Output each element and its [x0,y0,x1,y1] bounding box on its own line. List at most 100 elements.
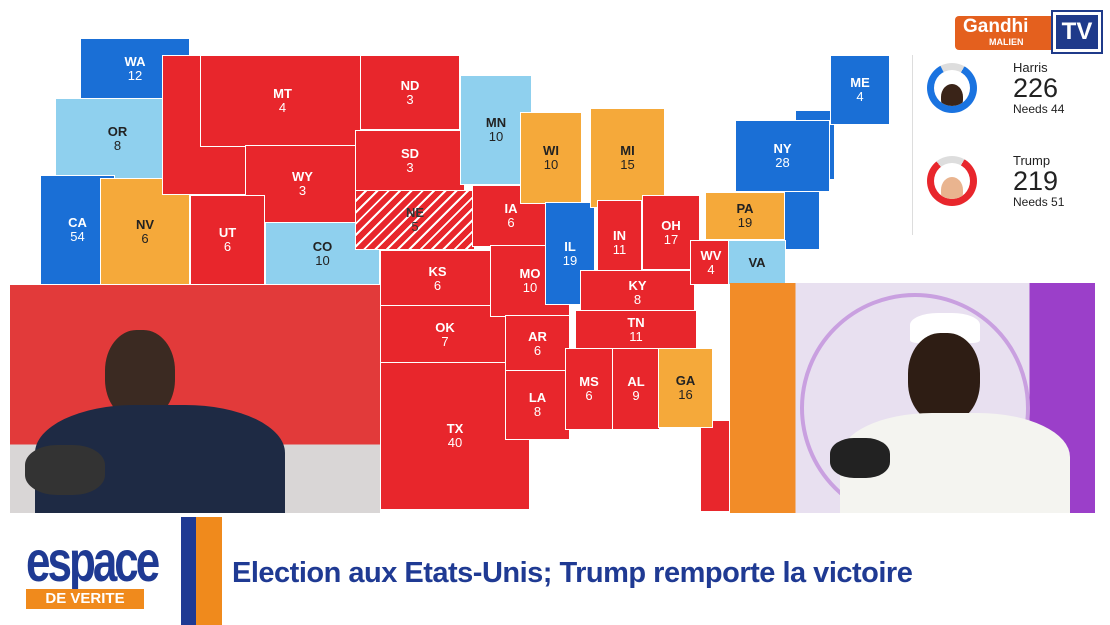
headline: Election aux Etats-Unis; Trump remporte … [232,557,913,589]
guest-head [908,333,980,423]
state-ky[interactable]: KY 8 [580,270,695,315]
state-abbr: ME [850,75,870,90]
progress-ring [927,63,977,113]
accent-bar-blue [181,517,196,625]
candidate-harris: Harris 226 Needs 44 [927,60,1064,116]
state-abbr: AL [627,374,645,389]
guest-video-left [10,285,380,513]
channel-logo: Gandhi MALIEN TV [955,10,1105,54]
state-ar[interactable]: AR 6 [505,315,570,373]
state-abbr: WY [292,169,313,184]
state-abbr: CO [312,238,333,254]
state-votes: 7 [441,334,449,349]
state-votes: 10 [522,280,538,295]
state-ne[interactable]: NE 5 [355,190,475,250]
state-votes: 8 [633,291,642,307]
state-abbr: PA [736,201,754,216]
state-votes: 6 [585,388,593,403]
logo-text: Gandhi [963,16,1029,37]
candidate-trump: Trump 219 Needs 51 [927,153,1064,209]
state-abbr: IA [504,201,518,216]
state-ok[interactable]: OK 7 [380,305,510,365]
electoral-scoreboard: Harris 226 Needs 44 Trump 219 Needs 51 [912,55,1102,235]
state-mo[interactable]: MO 10 [490,245,570,317]
accent-bar-orange [196,517,222,625]
state-abbr: AR [528,329,547,344]
state-il[interactable]: IL 19 [545,202,595,305]
electoral-votes: 226 [1013,73,1059,103]
state-votes: 28 [775,155,790,170]
state-va[interactable]: VA [728,240,786,285]
votes-needed: Needs 44 [1013,102,1065,116]
state-votes: 12 [127,68,143,83]
state-abbr: MT [273,86,292,101]
state-votes: 10 [543,157,559,172]
state-votes: 4 [707,261,715,277]
tv-icon: TV [1051,10,1103,54]
state-al[interactable]: AL 9 [612,348,660,430]
state-abbr: MN [485,115,507,130]
progress-ring [927,156,977,206]
state-abbr: WV [700,247,722,263]
state-region [780,190,820,250]
guest-video-right [730,283,1095,513]
state-abbr: NY [773,141,792,156]
state-abbr: WI [543,143,559,158]
state-votes: 3 [298,183,307,198]
show-logo-main: espace [26,530,160,595]
state-abbr: MS [579,374,599,389]
state-votes: 11 [612,241,627,257]
state-votes: 40 [447,435,463,450]
state-sd[interactable]: SD 3 [355,130,465,192]
state-votes: 6 [507,215,515,230]
state-ks[interactable]: KS 6 [380,250,495,308]
state-mi[interactable]: MI 15 [590,108,665,208]
us-election-map: WA12OR8CA54NV6ID4MT4WY3UT6CO10ND3SD3NE5K… [40,38,890,512]
state-abbr: SD [400,146,420,161]
candidate-name: Harris [1013,60,1048,75]
state-tn[interactable]: TN 11 [575,310,697,350]
state-votes: 9 [632,388,640,403]
state-abbr: GA [675,373,696,388]
state-la[interactable]: LA 8 [505,370,570,440]
state-votes: 4 [856,89,864,104]
microphone-icon [25,445,105,495]
state-abbr: MI [620,143,635,158]
state-nd[interactable]: ND 3 [360,55,460,130]
state-abbr: TX [446,421,464,436]
state-nv[interactable]: NV 6 [100,178,190,285]
show-logo-sub: DE VERITE [26,589,144,609]
state-votes: 3 [406,91,414,107]
state-pa[interactable]: PA 19 [705,192,785,240]
microphone-icon [830,438,890,478]
state-wv[interactable]: WV 4 [690,240,732,285]
state-wi[interactable]: WI 10 [520,112,582,204]
state-mt[interactable]: MT 4 [200,55,365,147]
state-votes: 3 [406,160,414,175]
votes-needed: Needs 51 [1013,195,1065,209]
electoral-votes: 219 [1013,166,1059,196]
state-ga[interactable]: GA 16 [658,348,713,428]
state-abbr: ND [400,77,420,93]
state-votes: 6 [533,343,542,358]
studio-ring [800,293,1030,513]
state-abbr: NV [135,216,155,232]
state-ms[interactable]: MS 6 [565,348,613,430]
state-votes: 6 [141,230,149,246]
state-abbr: NE [405,205,425,220]
state-or[interactable]: OR 8 [55,98,180,180]
state-votes: 6 [433,278,442,293]
lower-third-banner: espace DE VERITE Election aux Etats-Unis… [0,513,1110,625]
state-ny[interactable]: NY 28 [735,120,830,192]
state-me[interactable]: ME 4 [830,55,890,125]
state-votes: 17 [663,231,679,247]
logo-subtext: MALIEN [989,37,1024,47]
state-ut[interactable]: UT 6 [190,195,265,285]
state-votes: 5 [411,219,419,234]
state-votes: 10 [488,129,504,144]
state-abbr: OR [107,124,128,139]
state-votes: 19 [562,252,578,268]
state-abbr: LA [528,390,547,405]
state-votes: 4 [278,100,287,115]
state-abbr: IL [564,238,576,254]
